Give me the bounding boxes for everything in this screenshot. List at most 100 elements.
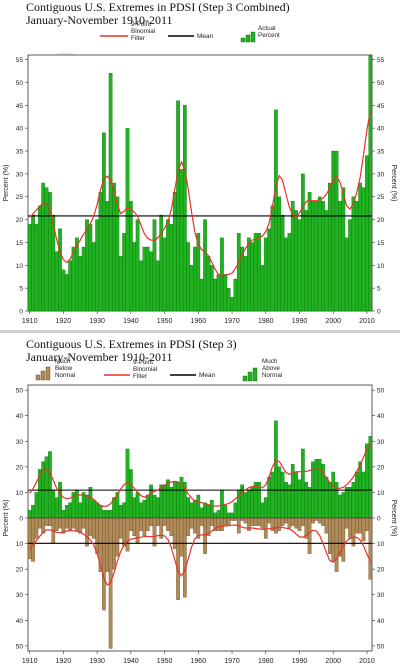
y-tick-label-right: 40 bbox=[377, 413, 385, 420]
bar-above-2004 bbox=[344, 487, 349, 519]
bar-2008 bbox=[358, 182, 363, 312]
bar-above-1943 bbox=[139, 502, 143, 519]
bar-above-1996 bbox=[317, 459, 322, 519]
bar-above-1960 bbox=[196, 494, 201, 519]
bar-above-1969 bbox=[226, 512, 231, 519]
y-tick-label-right: 50 bbox=[377, 643, 385, 650]
legend-label-filter: 9-Point Binomial Filter bbox=[131, 21, 155, 42]
bar-1931 bbox=[98, 191, 103, 312]
chart-subtitle: January-November 1910-2011 bbox=[26, 350, 173, 364]
legend-swatch-above bbox=[242, 375, 248, 382]
bar-1992 bbox=[304, 210, 309, 312]
bar-above-1942 bbox=[135, 492, 140, 519]
legend-swatch-above bbox=[247, 371, 253, 382]
y-tick-label: 30 bbox=[16, 592, 24, 599]
bar-1966 bbox=[216, 274, 221, 312]
bar-below-1997 bbox=[321, 517, 325, 526]
y-axis-label-right: Percent (%) bbox=[390, 500, 397, 537]
bar-below-1948 bbox=[156, 517, 160, 526]
y-tick-label: 20 bbox=[16, 217, 24, 224]
bar-2009 bbox=[361, 187, 366, 312]
filter-line-above bbox=[29, 443, 371, 508]
bar-1934 bbox=[108, 73, 113, 312]
bar-above-2009 bbox=[361, 471, 366, 519]
bar-below-1967 bbox=[220, 517, 224, 531]
bar-below-2003 bbox=[341, 517, 346, 562]
bar-above-1977 bbox=[253, 482, 258, 519]
bar-1939 bbox=[125, 127, 130, 312]
x-tick-label: 1940 bbox=[123, 658, 139, 665]
bar-1977 bbox=[253, 233, 258, 312]
bar-below-1976 bbox=[250, 517, 255, 526]
bar-2002 bbox=[338, 201, 342, 312]
bar-above-1957 bbox=[186, 497, 191, 519]
bar-above-1965 bbox=[213, 512, 218, 519]
bar-1989 bbox=[294, 210, 298, 312]
bar-below-1986 bbox=[284, 517, 288, 524]
legend-swatch-below bbox=[45, 366, 51, 381]
bar-below-2005 bbox=[348, 517, 352, 539]
bar-above-1952 bbox=[169, 487, 174, 519]
bar-1926 bbox=[81, 246, 86, 312]
bar-1954 bbox=[176, 100, 180, 312]
bar-above-1932 bbox=[102, 510, 106, 519]
x-tick-label: 1920 bbox=[56, 658, 72, 665]
y-tick-label-right: 45 bbox=[377, 103, 385, 110]
y-tick-label-right: 55 bbox=[377, 57, 385, 64]
y-tick-label: 50 bbox=[16, 80, 24, 87]
bar-1943 bbox=[139, 260, 143, 312]
bar-above-1927 bbox=[85, 494, 89, 519]
legend-swatch-below bbox=[35, 374, 41, 381]
y-tick-label-right: 30 bbox=[377, 592, 385, 599]
bar-2000 bbox=[331, 150, 336, 312]
y-tick-label: 45 bbox=[16, 103, 24, 110]
y-tick-label-right: 35 bbox=[377, 149, 385, 156]
bar-above-2000 bbox=[331, 471, 336, 519]
bar-2005 bbox=[348, 219, 352, 312]
bar-1950 bbox=[162, 237, 167, 312]
y-tick-label: 20 bbox=[16, 464, 24, 471]
bar-above-1951 bbox=[166, 479, 170, 519]
y-tick-label-right: 10 bbox=[377, 541, 385, 548]
bar-below-1932 bbox=[102, 517, 106, 611]
bar-above-2002 bbox=[338, 494, 342, 519]
bar-below-1956 bbox=[182, 517, 187, 598]
chart-title: Contiguous U.S. Extremes in PDSI (Step 3… bbox=[26, 0, 290, 14]
bar-1987 bbox=[287, 233, 292, 312]
bar-below-1995 bbox=[314, 517, 319, 521]
bar-1925 bbox=[78, 255, 83, 312]
bar-above-1999 bbox=[328, 482, 332, 519]
y-tick-label: 20 bbox=[16, 567, 24, 574]
bar-1974 bbox=[243, 255, 248, 312]
bar-1922 bbox=[68, 260, 72, 312]
x-tick-label: 1930 bbox=[89, 318, 105, 325]
bar-below-1953 bbox=[172, 517, 177, 549]
legend-label-below: Much Below Normal bbox=[55, 358, 75, 379]
bar-below-1975 bbox=[247, 517, 251, 531]
bar-below-1939 bbox=[125, 517, 130, 552]
x-tick-label: 1970 bbox=[224, 658, 240, 665]
bar-1996 bbox=[317, 196, 322, 312]
bar-below-2004 bbox=[344, 517, 349, 529]
bar-1927 bbox=[85, 219, 89, 312]
x-tick-label: 1990 bbox=[292, 658, 308, 665]
bar-above-1917 bbox=[51, 489, 56, 519]
bar-above-2006 bbox=[351, 482, 356, 519]
x-tick-label: 1930 bbox=[89, 658, 105, 665]
bar-2011 bbox=[368, 54, 373, 312]
y-axis-label-right: Percent (%) bbox=[390, 165, 397, 202]
combined-chart-svg: 9-Point Binomial Filter Mean Actual Percent 0 0… bbox=[3, 21, 397, 325]
bar-below-1951 bbox=[166, 517, 170, 531]
bar-above-1910 bbox=[27, 510, 32, 519]
chart-subtitle: January-November 1910-2011 bbox=[26, 13, 173, 27]
bar-above-1992 bbox=[304, 482, 309, 519]
bar-1980 bbox=[263, 237, 268, 312]
y-tick-label-right: 0 bbox=[377, 516, 381, 523]
legend-swatch-actual bbox=[240, 37, 246, 43]
legend-label-filter: 9-Point Binomial Filter bbox=[133, 359, 157, 380]
bar-above-1928 bbox=[88, 487, 93, 519]
bar-above-1947 bbox=[152, 494, 157, 519]
x-tick-label: 1970 bbox=[224, 318, 240, 325]
bar-above-1958 bbox=[189, 502, 194, 519]
bar-above-1966 bbox=[216, 510, 221, 519]
